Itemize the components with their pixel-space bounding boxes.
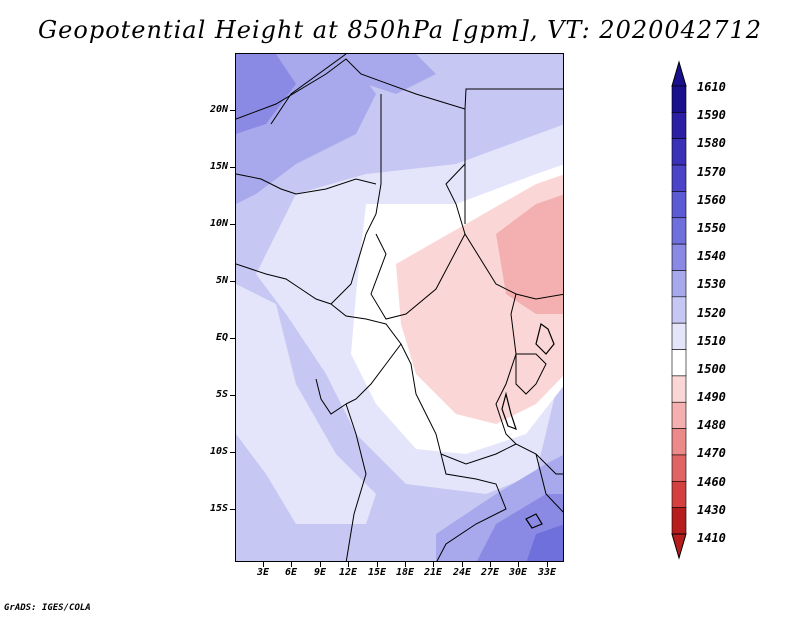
map-area[interactable] bbox=[235, 53, 564, 562]
y-label-10n: 10N bbox=[209, 218, 228, 229]
colorbar-boxes bbox=[671, 60, 687, 560]
colorbar-box bbox=[671, 138, 687, 166]
field-1550-region bbox=[236, 54, 296, 134]
colorbar-level-label: 1560 bbox=[697, 192, 726, 207]
colorbar-top-arrow bbox=[671, 60, 687, 87]
colorbar-box bbox=[671, 270, 687, 298]
x-label-12e: 12E bbox=[338, 567, 358, 578]
colorbar-box bbox=[671, 480, 687, 508]
map-svg bbox=[236, 54, 563, 561]
colorbar-level-label: 1460 bbox=[697, 474, 726, 489]
y-label-20n: 20N bbox=[209, 104, 228, 115]
lakes bbox=[501, 322, 555, 529]
x-tick bbox=[547, 562, 548, 567]
y-tick bbox=[230, 224, 235, 225]
chart-title: Geopotential Height at 850hPa [gpm], VT:… bbox=[38, 16, 762, 44]
y-label-15n: 15N bbox=[209, 161, 228, 172]
y-label-15s: 15S bbox=[209, 503, 228, 514]
y-tick bbox=[230, 338, 235, 339]
x-label-15e: 15E bbox=[367, 567, 387, 578]
colorbar-level-label: 1430 bbox=[697, 502, 726, 517]
field-1520-region-west bbox=[236, 284, 376, 524]
colorbar-level-label: 1410 bbox=[697, 531, 726, 545]
y-tick bbox=[230, 110, 235, 111]
y-label-5n: 5N bbox=[215, 275, 228, 286]
colorbar-level-label: 1610 bbox=[697, 80, 726, 94]
x-tick bbox=[377, 562, 378, 567]
y-label-10s: 10S bbox=[209, 446, 228, 457]
y-tick bbox=[230, 281, 235, 282]
x-label-21e: 21E bbox=[423, 567, 443, 578]
x-label-6e: 6E bbox=[284, 567, 298, 578]
field-1560-region-south bbox=[526, 524, 563, 561]
colorbar-box bbox=[671, 217, 687, 245]
x-tick bbox=[320, 562, 321, 567]
colorbar-box bbox=[671, 349, 687, 377]
y-tick bbox=[230, 395, 235, 396]
colorbar-level-label: 1570 bbox=[697, 164, 726, 179]
colorbar-box bbox=[671, 507, 687, 535]
x-tick bbox=[490, 562, 491, 567]
x-label-24e: 24E bbox=[452, 567, 472, 578]
colorbar-level-label: 1470 bbox=[697, 446, 726, 461]
y-label-5s: 5S bbox=[215, 389, 228, 400]
colorbar-level-label: 1480 bbox=[697, 418, 726, 433]
field-1540-region-north bbox=[346, 54, 436, 94]
colorbar-box bbox=[671, 296, 687, 324]
colorbar-box bbox=[671, 401, 687, 429]
x-tick bbox=[462, 562, 463, 567]
colorbar-level-label: 1580 bbox=[697, 136, 726, 151]
colorbar-box bbox=[671, 428, 687, 456]
y-tick bbox=[230, 509, 235, 510]
colorbar-box bbox=[671, 85, 687, 113]
colorbar-box bbox=[671, 243, 687, 271]
x-tick bbox=[433, 562, 434, 567]
x-label-27e: 27E bbox=[480, 567, 500, 578]
x-tick bbox=[263, 562, 264, 567]
x-label-33e: 33E bbox=[537, 567, 557, 578]
x-label-30e: 30E bbox=[508, 567, 528, 578]
y-tick bbox=[230, 452, 235, 453]
colorbar-level-label: 1510 bbox=[697, 333, 726, 348]
colorbar-level-label: 1540 bbox=[697, 249, 726, 264]
colorbar-box bbox=[671, 112, 687, 140]
country-borders bbox=[236, 54, 563, 561]
x-tick bbox=[291, 562, 292, 567]
colorbar-level-label: 1590 bbox=[697, 108, 726, 123]
field-1490-region bbox=[496, 194, 563, 314]
colorbar-level-label: 1490 bbox=[697, 390, 726, 405]
colorbar-bottom-arrow bbox=[671, 533, 687, 560]
colorbar-box bbox=[671, 322, 687, 350]
colorbar-box bbox=[671, 164, 687, 192]
x-label-18e: 18E bbox=[395, 567, 415, 578]
colorbar-level-label: 1520 bbox=[697, 305, 726, 320]
colorbar-level-label: 1500 bbox=[697, 361, 726, 376]
colorbar-box bbox=[671, 375, 687, 403]
y-label-eq: EQ bbox=[215, 332, 228, 343]
credit-text: GrADS: IGES/COLA bbox=[4, 603, 91, 613]
x-tick bbox=[518, 562, 519, 567]
y-tick bbox=[230, 167, 235, 168]
colorbar bbox=[671, 60, 687, 560]
colorbar-box bbox=[671, 191, 687, 219]
x-label-3e: 3E bbox=[256, 567, 270, 578]
x-tick bbox=[405, 562, 406, 567]
colorbar-box bbox=[671, 454, 687, 482]
x-label-9e: 9E bbox=[313, 567, 327, 578]
x-tick bbox=[348, 562, 349, 567]
colorbar-level-label: 1530 bbox=[697, 277, 726, 292]
colorbar-level-label: 1550 bbox=[697, 220, 726, 235]
